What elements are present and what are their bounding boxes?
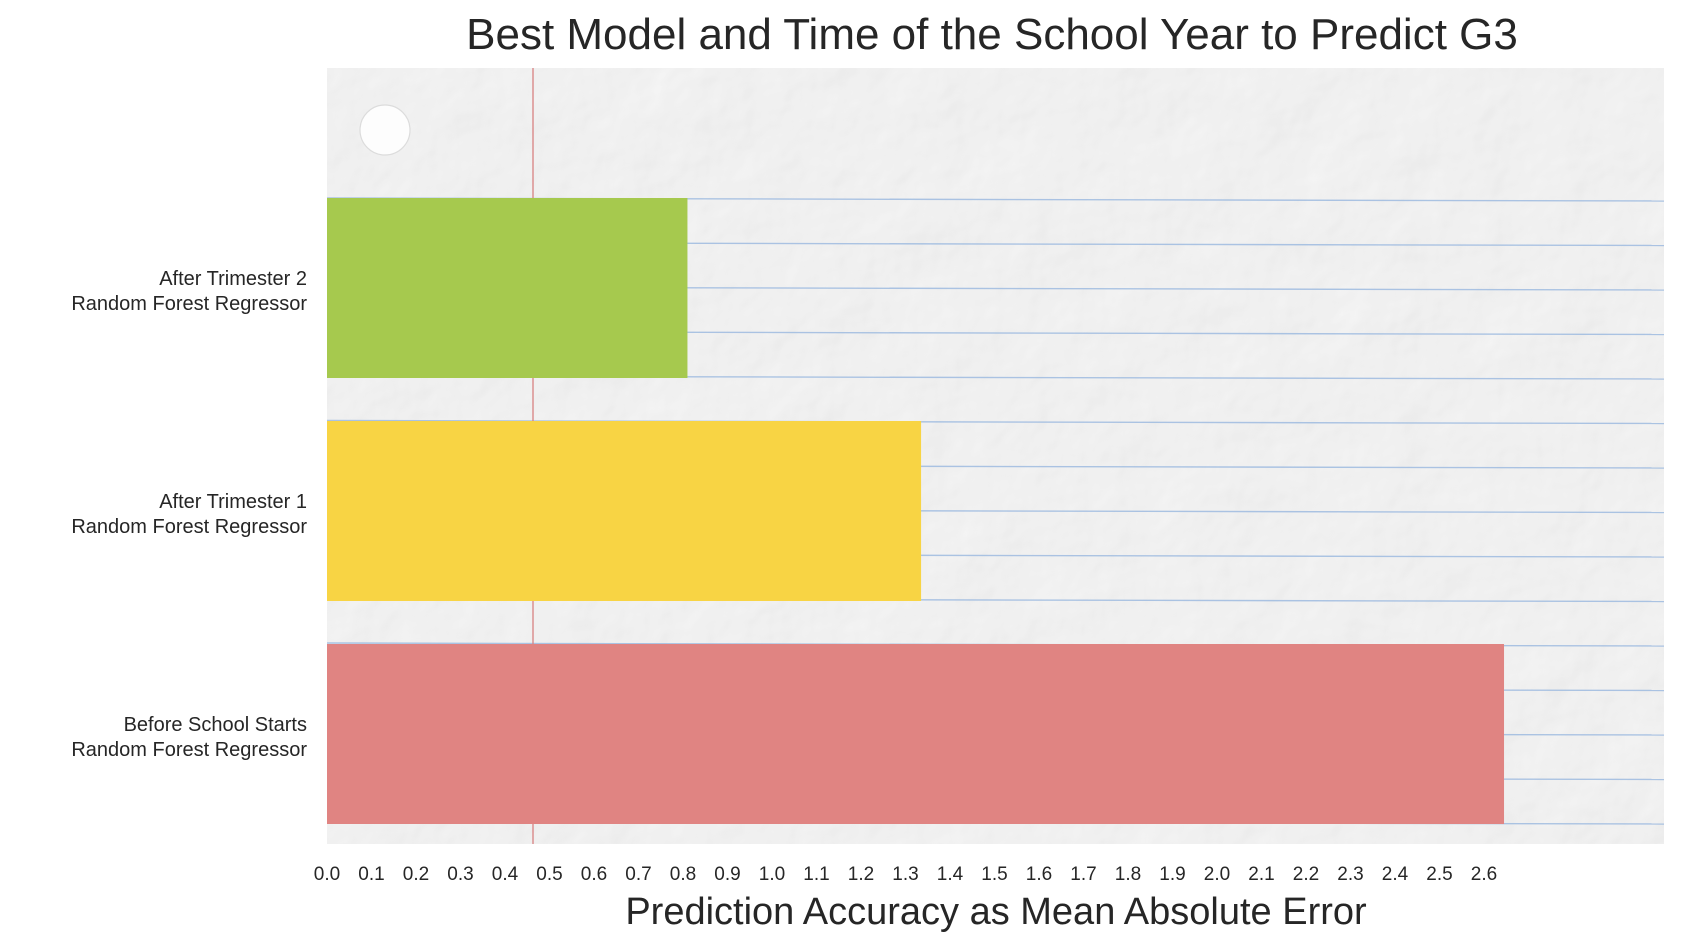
bar [327, 644, 1505, 824]
x-tick-label: 1.3 [892, 864, 918, 885]
bars-group [327, 198, 1505, 824]
notebook-paper-background [326, 68, 1665, 844]
x-tick-label: 2.1 [1248, 864, 1274, 885]
x-tick-label: 1.0 [759, 864, 785, 885]
x-tick-label: 0.1 [358, 864, 384, 885]
x-tick-label: 1.9 [1159, 864, 1185, 885]
x-axis-label: Prediction Accuracy as Mean Absolute Err… [625, 891, 1367, 933]
bar [327, 198, 688, 378]
x-tick-label: 1.6 [1026, 864, 1052, 885]
x-tick-label: 1.2 [848, 864, 874, 885]
chart-title: Best Model and Time of the School Year t… [466, 10, 1518, 59]
bar [327, 421, 922, 601]
x-tick-label: 2.0 [1204, 864, 1230, 885]
y-tick-label-line2: Random Forest Regressor [71, 739, 307, 761]
y-axis-labels: After Trimester 2 Random Forest Regressor… [71, 268, 307, 761]
x-tick-label: 1.5 [981, 864, 1007, 885]
x-tick-label: 2.6 [1471, 864, 1497, 885]
x-tick-label: 0.2 [403, 864, 429, 885]
x-tick-label: 0.5 [536, 864, 562, 885]
x-tick-label: 2.2 [1293, 864, 1319, 885]
binder-hole [359, 104, 411, 156]
x-tick-label: 2.5 [1426, 864, 1452, 885]
y-tick-label-line1: Before School Starts [124, 714, 307, 736]
x-tick-label: 0.3 [447, 864, 473, 885]
x-tick-label: 0.7 [625, 864, 651, 885]
x-tick-label: 2.3 [1337, 864, 1363, 885]
x-axis-tick-labels: 0.0 0.1 0.2 0.3 0.4 0.5 0.6 0.7 0.8 0.9 1.0 1.1 1.2 1… [314, 864, 1497, 885]
x-tick-label: 0.8 [670, 864, 696, 885]
x-tick-label: 1.7 [1070, 864, 1096, 885]
x-tick-label: 2.4 [1382, 864, 1409, 885]
y-tick-label-line1: After Trimester 1 [159, 491, 307, 513]
x-tick-label: 1.8 [1115, 864, 1141, 885]
y-tick-label-line2: Random Forest Regressor [71, 293, 307, 315]
x-tick-label: 1.1 [803, 864, 829, 885]
y-tick-label-line2: Random Forest Regressor [71, 516, 307, 538]
y-tick-label-line1: After Trimester 2 [159, 268, 307, 290]
x-tick-label: 1.4 [937, 864, 964, 885]
x-tick-label: 0.9 [714, 864, 740, 885]
x-tick-label: 0.6 [581, 864, 607, 885]
x-tick-label: 0.4 [492, 864, 519, 885]
x-tick-label: 0.0 [314, 864, 340, 885]
